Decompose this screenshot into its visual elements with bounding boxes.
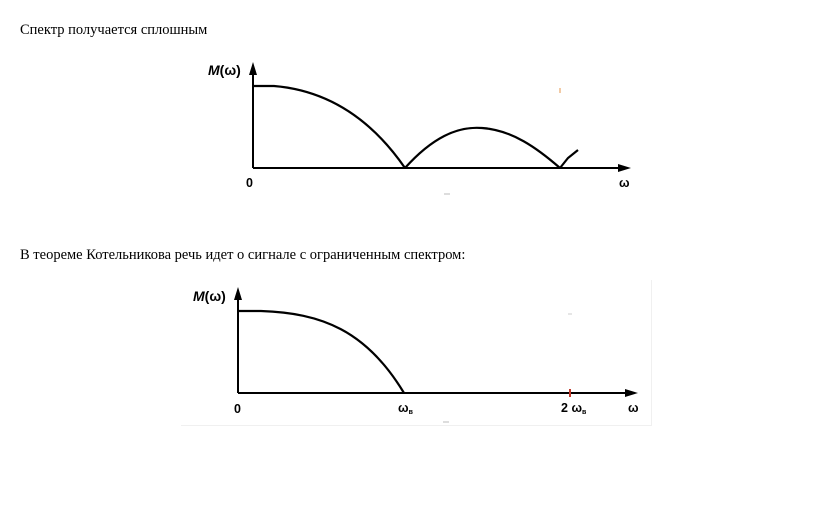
spectrum-side-lobe — [404, 126, 561, 169]
origin-label: 0 — [234, 402, 241, 416]
paragraph-continuous-spectrum: Спектр получается сплошным — [20, 22, 208, 38]
tick-2-omega-b-label: 2 ωв — [561, 401, 587, 416]
y-axis-label: M(ω) — [208, 62, 241, 78]
y-axis-arrow-icon — [249, 62, 257, 75]
figure-limited-spectrum: M(ω) 0 ωв 2 ωв ω — [181, 280, 652, 426]
y-axis-arrow-icon — [234, 287, 242, 300]
paragraph-kotelnikov: В теореме Котельникова речь идет о сигна… — [20, 247, 466, 263]
y-axis-label: M(ω) — [193, 288, 226, 304]
x-axis-label: ω — [619, 176, 630, 190]
spectrum-plot-limited — [234, 287, 638, 423]
figure-continuous-spectrum: M(ω) 0 ω — [208, 58, 642, 198]
x-axis-arrow-icon — [625, 389, 638, 397]
spectrum-plot-continuous — [249, 62, 631, 195]
x-axis-arrow-icon — [618, 164, 631, 172]
spectrum-main-lobe — [253, 84, 406, 169]
spectrum-limited-curve — [238, 309, 405, 394]
tick-omega-b-label: ωв — [398, 401, 413, 416]
x-axis-label: ω — [628, 401, 639, 415]
origin-label: 0 — [246, 176, 253, 190]
spectrum-next-lobe — [559, 149, 579, 169]
